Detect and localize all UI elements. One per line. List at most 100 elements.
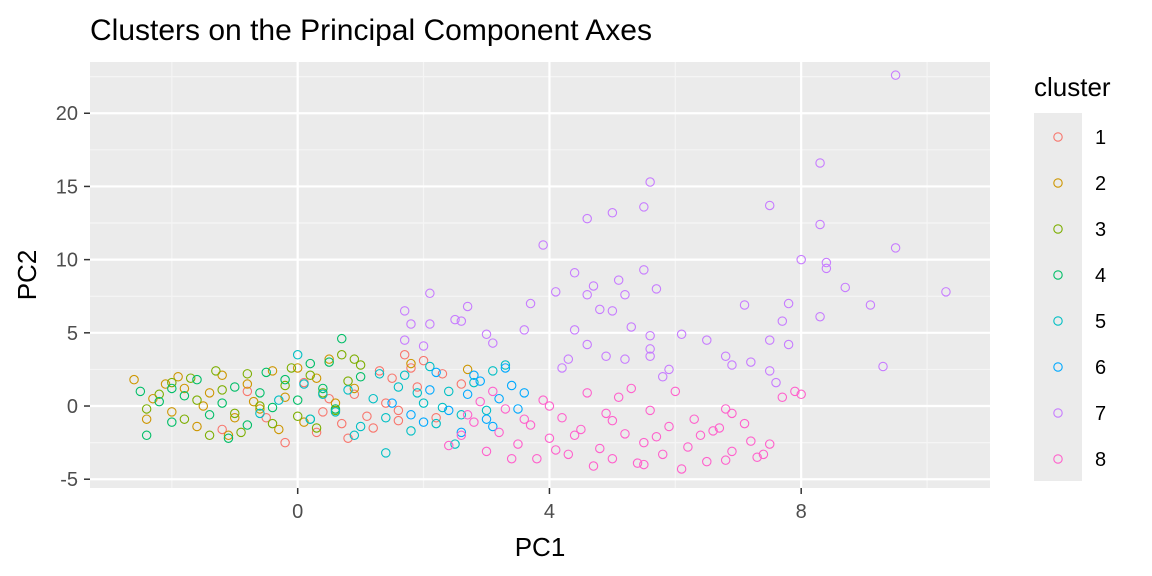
point-cluster-1	[362, 411, 372, 422]
point-cluster-4	[292, 395, 303, 405]
point-cluster-3	[236, 427, 246, 438]
point-cluster-6	[506, 380, 517, 391]
point-cluster-3	[230, 408, 240, 419]
legend-label-6: 6	[1095, 357, 1106, 379]
point-cluster-4	[280, 374, 290, 385]
point-cluster-4	[267, 402, 278, 413]
point-cluster-5	[318, 389, 328, 400]
point-cluster-3	[154, 389, 164, 400]
point-cluster-3	[349, 354, 360, 364]
point-cluster-7	[657, 371, 668, 382]
point-cluster-4	[336, 333, 347, 344]
point-cluster-2	[311, 373, 322, 383]
point-cluster-7	[783, 339, 794, 350]
point-cluster-7	[425, 319, 435, 329]
point-cluster-7	[462, 301, 473, 312]
point-cluster-7	[450, 314, 460, 325]
point-cluster-1	[406, 363, 416, 373]
point-cluster-7	[569, 268, 580, 278]
point-cluster-7	[890, 70, 901, 80]
point-cluster-8	[727, 408, 737, 419]
point-cluster-4	[305, 358, 316, 369]
point-cluster-8	[714, 423, 725, 433]
legend-label-7: 7	[1095, 403, 1106, 425]
point-cluster-1	[217, 424, 227, 435]
point-cluster-8	[456, 430, 467, 441]
point-cluster-4	[179, 391, 190, 401]
point-cluster-8	[513, 439, 523, 449]
point-cluster-8	[796, 389, 806, 400]
y-tick-label: -5	[60, 469, 78, 491]
point-cluster-8	[550, 445, 561, 455]
point-cluster-7	[588, 281, 599, 291]
point-cluster-6	[481, 414, 492, 424]
point-cluster-5	[406, 426, 416, 436]
point-cluster-7	[607, 208, 618, 218]
point-cluster-3	[311, 423, 322, 433]
point-cluster-3	[179, 414, 190, 424]
point-cluster-7	[645, 331, 655, 341]
point-cluster-2	[248, 396, 259, 407]
point-cluster-7	[613, 275, 624, 285]
point-cluster-2	[179, 383, 190, 394]
point-cluster-5	[488, 366, 498, 376]
point-cluster-8	[720, 404, 731, 414]
point-cluster-1	[349, 389, 360, 400]
point-cluster-8	[557, 412, 567, 423]
point-cluster-8	[538, 395, 548, 405]
point-cluster-1	[399, 350, 410, 360]
point-cluster-4	[217, 398, 227, 408]
point-cluster-5	[343, 385, 353, 395]
point-cluster-6	[475, 376, 485, 386]
point-cluster-2	[349, 383, 360, 394]
point-cluster-6	[469, 370, 479, 381]
point-cluster-8	[601, 408, 611, 419]
point-cluster-4	[167, 383, 177, 394]
point-cluster-7	[720, 351, 731, 361]
point-cluster-8	[488, 386, 498, 397]
point-cluster-3	[280, 380, 290, 391]
point-cluster-1	[418, 355, 429, 366]
point-cluster-8	[462, 410, 473, 420]
point-cluster-7	[645, 351, 655, 361]
point-cluster-3	[217, 385, 227, 395]
point-cluster-7	[607, 306, 618, 316]
point-cluster-2	[292, 363, 303, 373]
point-cluster-7	[746, 357, 756, 367]
point-cluster-8	[764, 439, 775, 449]
y-axis-title: PC2	[12, 250, 42, 301]
point-cluster-2	[299, 417, 309, 427]
point-cluster-7	[821, 263, 832, 274]
point-cluster-8	[695, 430, 706, 441]
point-cluster-5	[292, 350, 303, 360]
point-cluster-3	[192, 395, 202, 405]
point-cluster-2	[462, 364, 473, 375]
legend-key-background	[1034, 113, 1082, 481]
point-cluster-1	[381, 398, 391, 408]
point-cluster-8	[626, 383, 637, 394]
point-cluster-7	[764, 200, 775, 211]
point-cluster-8	[544, 433, 555, 443]
point-cluster-8	[689, 414, 699, 424]
point-cluster-4	[318, 383, 328, 394]
y-tick-label: 10	[56, 250, 78, 272]
point-cluster-1	[280, 437, 290, 448]
point-cluster-5	[330, 407, 341, 417]
point-cluster-2	[406, 358, 416, 369]
point-cluster-8	[708, 426, 718, 436]
point-cluster-3	[267, 418, 278, 429]
point-cluster-5	[381, 412, 391, 423]
point-cluster-6	[443, 405, 454, 416]
point-cluster-7	[821, 257, 832, 268]
legend-key-4	[1053, 270, 1063, 280]
point-cluster-2	[198, 401, 209, 411]
point-cluster-1	[368, 423, 378, 433]
point-cluster-1	[261, 412, 271, 423]
point-cluster-8	[645, 405, 655, 416]
point-cluster-7	[601, 351, 611, 361]
point-cluster-5	[381, 448, 391, 458]
axes: 0 4 8 -5 0 5 10 15 20	[56, 103, 807, 523]
point-cluster-2	[204, 388, 215, 398]
point-cluster-3	[141, 404, 152, 414]
